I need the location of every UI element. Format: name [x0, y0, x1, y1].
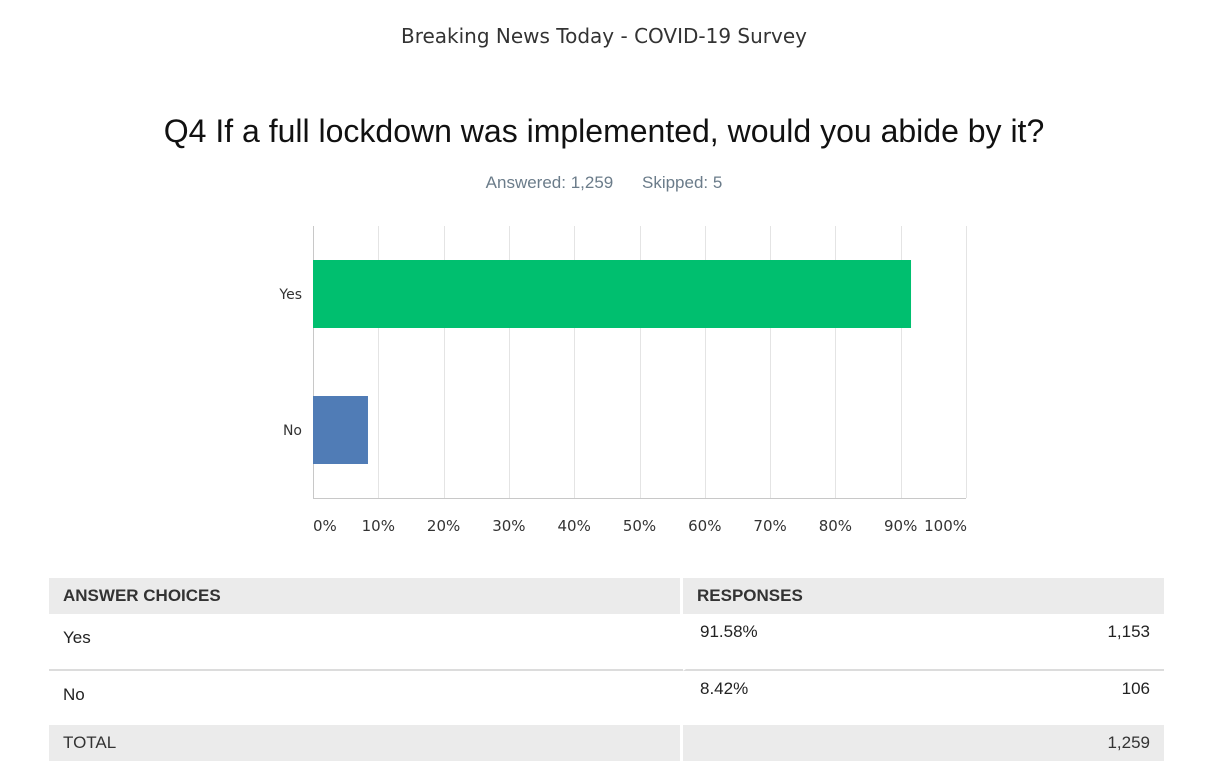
x-tick-label: 0% — [313, 517, 337, 535]
answer-choice-label: No — [63, 685, 85, 704]
response-count: 1,153 — [1107, 622, 1150, 641]
bar-no — [313, 396, 368, 464]
header-answer-choices: ANSWER CHOICES — [49, 578, 683, 614]
response-percent: 8.42% — [700, 679, 749, 698]
survey-title: Breaking News Today - COVID-19 Survey — [400, 24, 808, 48]
x-tick-label: 10% — [362, 517, 395, 535]
table-header-row: ANSWER CHOICES RESPONSES — [49, 578, 1164, 614]
x-tick-label: 100% — [924, 517, 967, 535]
results-table: ANSWER CHOICES RESPONSES Yes 91.58% 1,15… — [49, 578, 1164, 761]
x-tick-label: 90% — [884, 517, 917, 535]
table-row: Yes 91.58% 1,153 — [49, 614, 1164, 671]
total-row: TOTAL 1,259 — [49, 725, 1164, 761]
category-label: Yes — [278, 287, 302, 303]
total-count: 1,259 — [1107, 733, 1150, 752]
response-percent: 91.58% — [700, 622, 758, 641]
x-tick-label: 60% — [688, 517, 721, 535]
response-count: 106 — [1121, 679, 1150, 698]
answer-choice-label: Yes — [49, 614, 683, 671]
x-tick-label: 30% — [492, 517, 525, 535]
header-responses: RESPONSES — [683, 578, 1164, 614]
bar-yes — [313, 260, 912, 328]
question-title: Q4 If a full lockdown was implemented, w… — [163, 113, 1045, 149]
total-label: TOTAL — [49, 725, 683, 761]
x-tick-label: 20% — [427, 517, 460, 535]
answered-count: Answered: 1,259 — [485, 173, 614, 192]
response-stats: Answered: 1,259 Skipped: 5 — [0, 173, 1208, 193]
bar-chart: Yes No 0% 10% 20% 30% 40% 50% 60% 70% 80% 90% 100% — [278, 226, 967, 535]
x-tick-label: 70% — [753, 517, 786, 535]
x-tick-label: 80% — [819, 517, 852, 535]
x-tick-label: 50% — [623, 517, 656, 535]
table-row: No 8.42% 106 — [49, 671, 1164, 725]
x-tick-label: 40% — [558, 517, 591, 535]
skipped-count: Skipped: 5 — [641, 173, 723, 192]
category-label: No — [283, 423, 302, 439]
